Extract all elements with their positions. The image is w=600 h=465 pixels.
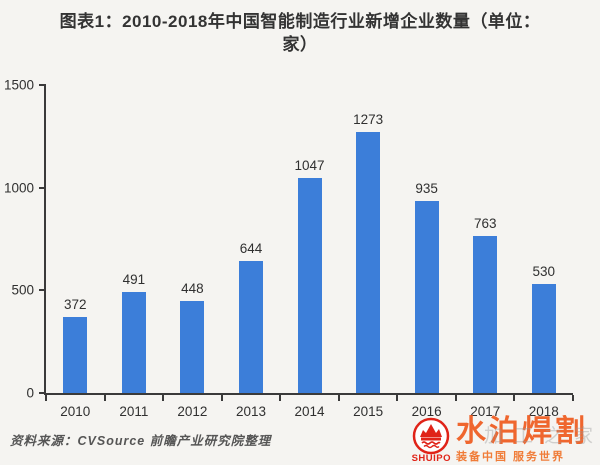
bar [297, 178, 322, 393]
bar [121, 292, 146, 393]
y-axis-label: 500 [11, 282, 34, 298]
bar [238, 260, 263, 393]
logo-brand-cn: 水泊焊割 [456, 415, 588, 448]
bar-value-label: 1273 [353, 111, 384, 127]
logo-badge: SHUIPO [412, 417, 451, 464]
x-axis-label: 2018 [528, 404, 559, 419]
x-axis-tick [454, 395, 457, 401]
bar-value-label: 644 [239, 240, 263, 256]
x-axis-tick [396, 395, 399, 401]
bar-chart: 372 2010 491 2011 448 2012 644 2013 1047 2014 1273… [4, 78, 574, 419]
bar-chart-plot-area: 372 2010 491 2011 448 2012 644 2013 1047 2014 1273… [46, 85, 574, 419]
x-axis-label: 2014 [294, 404, 325, 419]
bar-column: 1273 2015 [339, 85, 398, 419]
bar-value-label: 1047 [294, 158, 325, 174]
watermark-logo: SHUIPO 水泊焊割 装备中国 服务世界 加工之家 [412, 415, 593, 465]
y-axis-label: 1500 [3, 77, 34, 93]
bar [414, 201, 439, 393]
x-axis-label: 2016 [411, 404, 442, 419]
y-axis-tick [39, 392, 46, 394]
y-axis-tick [39, 289, 46, 292]
bar [180, 301, 205, 393]
source-note: 资料来源：CVSource 前瞻产业研究院整理 [10, 434, 272, 448]
bar-value-label: 491 [122, 272, 146, 288]
bar-value-label: 448 [181, 281, 204, 297]
bar-column: 763 2017 [456, 85, 515, 419]
x-axis-label: 2013 [235, 404, 266, 419]
x-axis-label: 2015 [353, 404, 384, 419]
bar-column: 448 2012 [163, 85, 222, 419]
logo-brand-en: SHUIPO [411, 453, 451, 464]
bar [531, 284, 556, 393]
x-axis-label: 2017 [470, 404, 501, 419]
y-axis-tick [39, 84, 46, 86]
logo-tagline: 装备中国 服务世界 [456, 451, 566, 463]
x-axis-tick [162, 395, 165, 401]
chart-title-line1: 图表1：2010-2018年中国智能制造行业新增企业数量（单位： [59, 12, 541, 31]
bar-column: 1047 2014 [280, 85, 339, 419]
y-axis-label: 0 [26, 385, 34, 401]
x-axis-tick [279, 395, 282, 401]
chart-title: 图表1：2010-2018年中国智能制造行业新增企业数量（单位： 家） [25, 10, 575, 56]
x-axis-label: 2011 [119, 404, 149, 419]
x-axis-label: 2012 [177, 404, 208, 419]
bar-column: 491 2011 [105, 85, 164, 419]
bar-column: 644 2013 [222, 85, 281, 419]
bar-column: 935 2016 [397, 85, 456, 419]
x-axis-tick [337, 395, 340, 401]
x-axis-tick [572, 395, 574, 401]
logo-text-block: 水泊焊割 装备中国 服务世界 加工之家 [456, 415, 593, 464]
bar [356, 131, 381, 393]
bar [473, 236, 498, 393]
x-axis-tick [513, 395, 516, 401]
y-axis-label: 1000 [3, 180, 34, 196]
x-axis-tick [103, 395, 106, 401]
bar-column: 372 2010 [46, 85, 105, 419]
chart-title-line2: 家） [282, 35, 318, 54]
bar-value-label: 935 [415, 181, 438, 197]
x-axis-tick [220, 395, 223, 401]
shuipo-badge-icon [413, 417, 450, 455]
y-axis-tick [39, 186, 46, 189]
bar [63, 316, 88, 393]
x-axis-label: 2010 [60, 404, 91, 419]
bar-value-label: 372 [64, 296, 87, 312]
bar-value-label: 763 [473, 216, 497, 232]
bar-value-label: 530 [532, 264, 556, 280]
bar-column: 530 2018 [515, 85, 574, 419]
x-axis-tick [45, 395, 47, 401]
